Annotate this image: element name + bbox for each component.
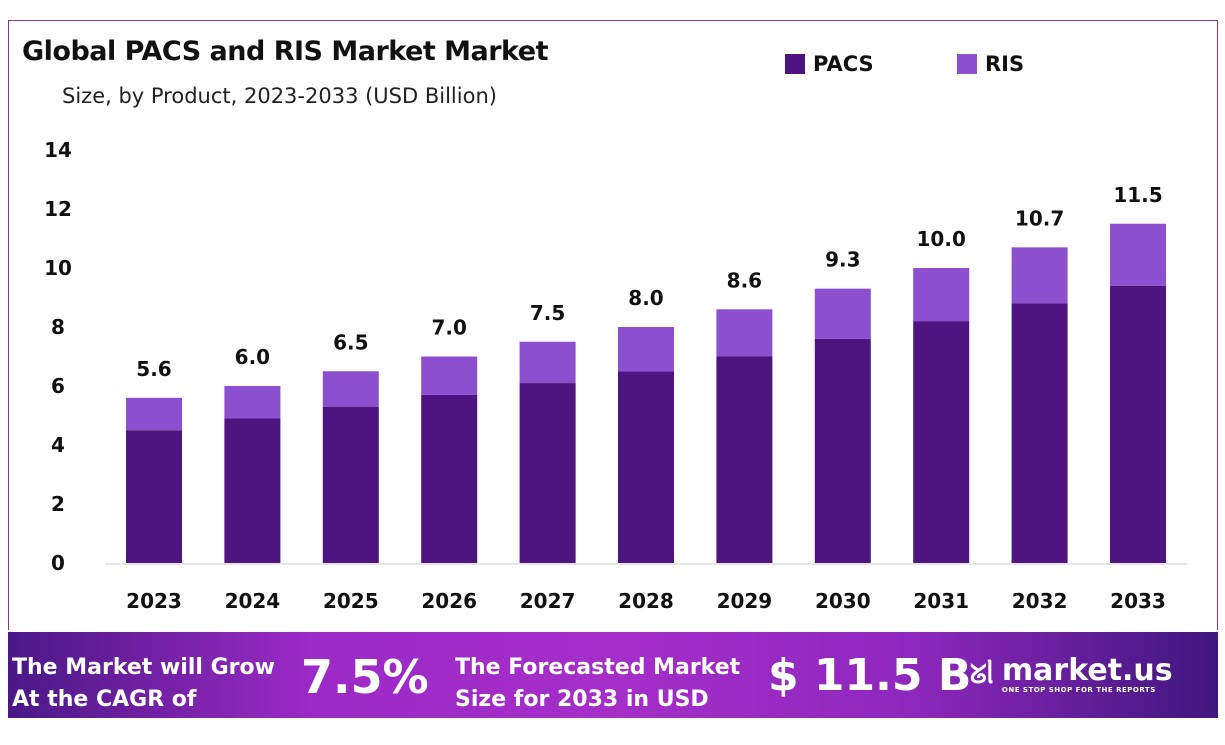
data-label: 8.6 [727, 268, 762, 292]
data-label: 7.5 [530, 301, 565, 325]
x-tick-label: 2025 [323, 589, 379, 613]
chart-title: Global PACS and RIS Market Market [22, 36, 549, 67]
bar-pacs [1110, 285, 1166, 563]
logo-mark-icon: ᘜᥣ [970, 659, 994, 690]
cagr-label: The Market will Grow At the CAGR of [12, 655, 275, 712]
bar-ris [1011, 247, 1068, 304]
bar-pacs [814, 338, 871, 563]
y-tick-label: 12 [44, 197, 72, 221]
data-label: 7.0 [431, 316, 466, 340]
legend-item-pacs: PACS [785, 52, 874, 76]
bar-ris [913, 268, 970, 322]
bar-ris [224, 386, 281, 419]
market-us-logo: ᘜᥣ market.us ONE STOP SHOP FOR THE REPOR… [970, 653, 1173, 695]
summary-banner: The Market will Grow At the CAGR of 7.5%… [8, 632, 1218, 718]
y-tick-label: 10 [44, 256, 72, 280]
data-label: 8.0 [628, 286, 663, 310]
bar-pacs [224, 418, 281, 563]
bar-ris [421, 356, 478, 395]
chart-frame [8, 20, 1218, 630]
data-label: 10.0 [917, 227, 966, 251]
y-tick-label: 0 [51, 551, 65, 575]
bar-pacs [913, 321, 970, 563]
forecast-label: The Forecasted Market Size for 2033 in U… [455, 655, 741, 712]
bar-pacs [421, 394, 478, 563]
y-tick-label: 8 [51, 315, 65, 339]
legend-item-ris: RIS [957, 52, 1024, 76]
bar-ris [1110, 223, 1166, 286]
data-label: 5.6 [136, 357, 171, 381]
bar-ris [716, 309, 773, 357]
logo-name: market.us [1001, 653, 1173, 688]
y-tick-label: 14 [44, 138, 72, 162]
logo-tagline: ONE STOP SHOP FOR THE REPORTS [1001, 686, 1156, 694]
x-tick-label: 2032 [1012, 589, 1068, 613]
data-label: 6.5 [333, 330, 368, 354]
x-tick-label: 2023 [126, 589, 182, 613]
legend-label-ris: RIS [985, 52, 1025, 76]
legend-label-pacs: PACS [813, 52, 874, 76]
bar-ris [618, 327, 674, 372]
data-label: 11.5 [1113, 183, 1162, 207]
bar-chart: 0 2 4 6 8 10 12 14 5.6 2023 6.0 2024 6.5 2025 7.0 2026 7… [44, 138, 1187, 613]
x-tick-label: 2027 [520, 589, 576, 613]
chart-subtitle: Size, by Product, 2023-2033 (USD Billion… [62, 84, 497, 108]
forecast-value: $ 11.5 B [768, 650, 972, 701]
cagr-value: 7.5% [301, 650, 429, 704]
x-tick-label: 2026 [421, 589, 477, 613]
x-tick-label: 2030 [815, 589, 871, 613]
x-tick-label: 2031 [913, 589, 969, 613]
x-tick-label: 2029 [717, 589, 773, 613]
y-tick-label: 2 [51, 492, 65, 516]
legend-swatch-ris [957, 54, 977, 74]
x-tick-label: 2028 [618, 589, 674, 613]
bar-ris [322, 371, 379, 407]
bar-ris [814, 288, 871, 339]
bar-pacs [126, 430, 182, 563]
bar-ris [126, 397, 182, 431]
bar-pacs [618, 371, 674, 563]
bar-pacs [322, 406, 379, 563]
y-tick-label: 4 [51, 433, 65, 457]
bar-pacs [519, 383, 576, 563]
data-label: 6.0 [235, 345, 270, 369]
x-tick-label: 2033 [1110, 589, 1166, 613]
data-label: 9.3 [825, 248, 860, 272]
bar-ris [519, 341, 576, 384]
bar-pacs [1011, 303, 1068, 563]
bar-pacs [716, 356, 773, 563]
x-tick-label: 2024 [225, 589, 281, 613]
legend-swatch-pacs [785, 54, 805, 74]
y-tick-label: 6 [51, 374, 65, 398]
data-label: 10.7 [1015, 206, 1064, 230]
